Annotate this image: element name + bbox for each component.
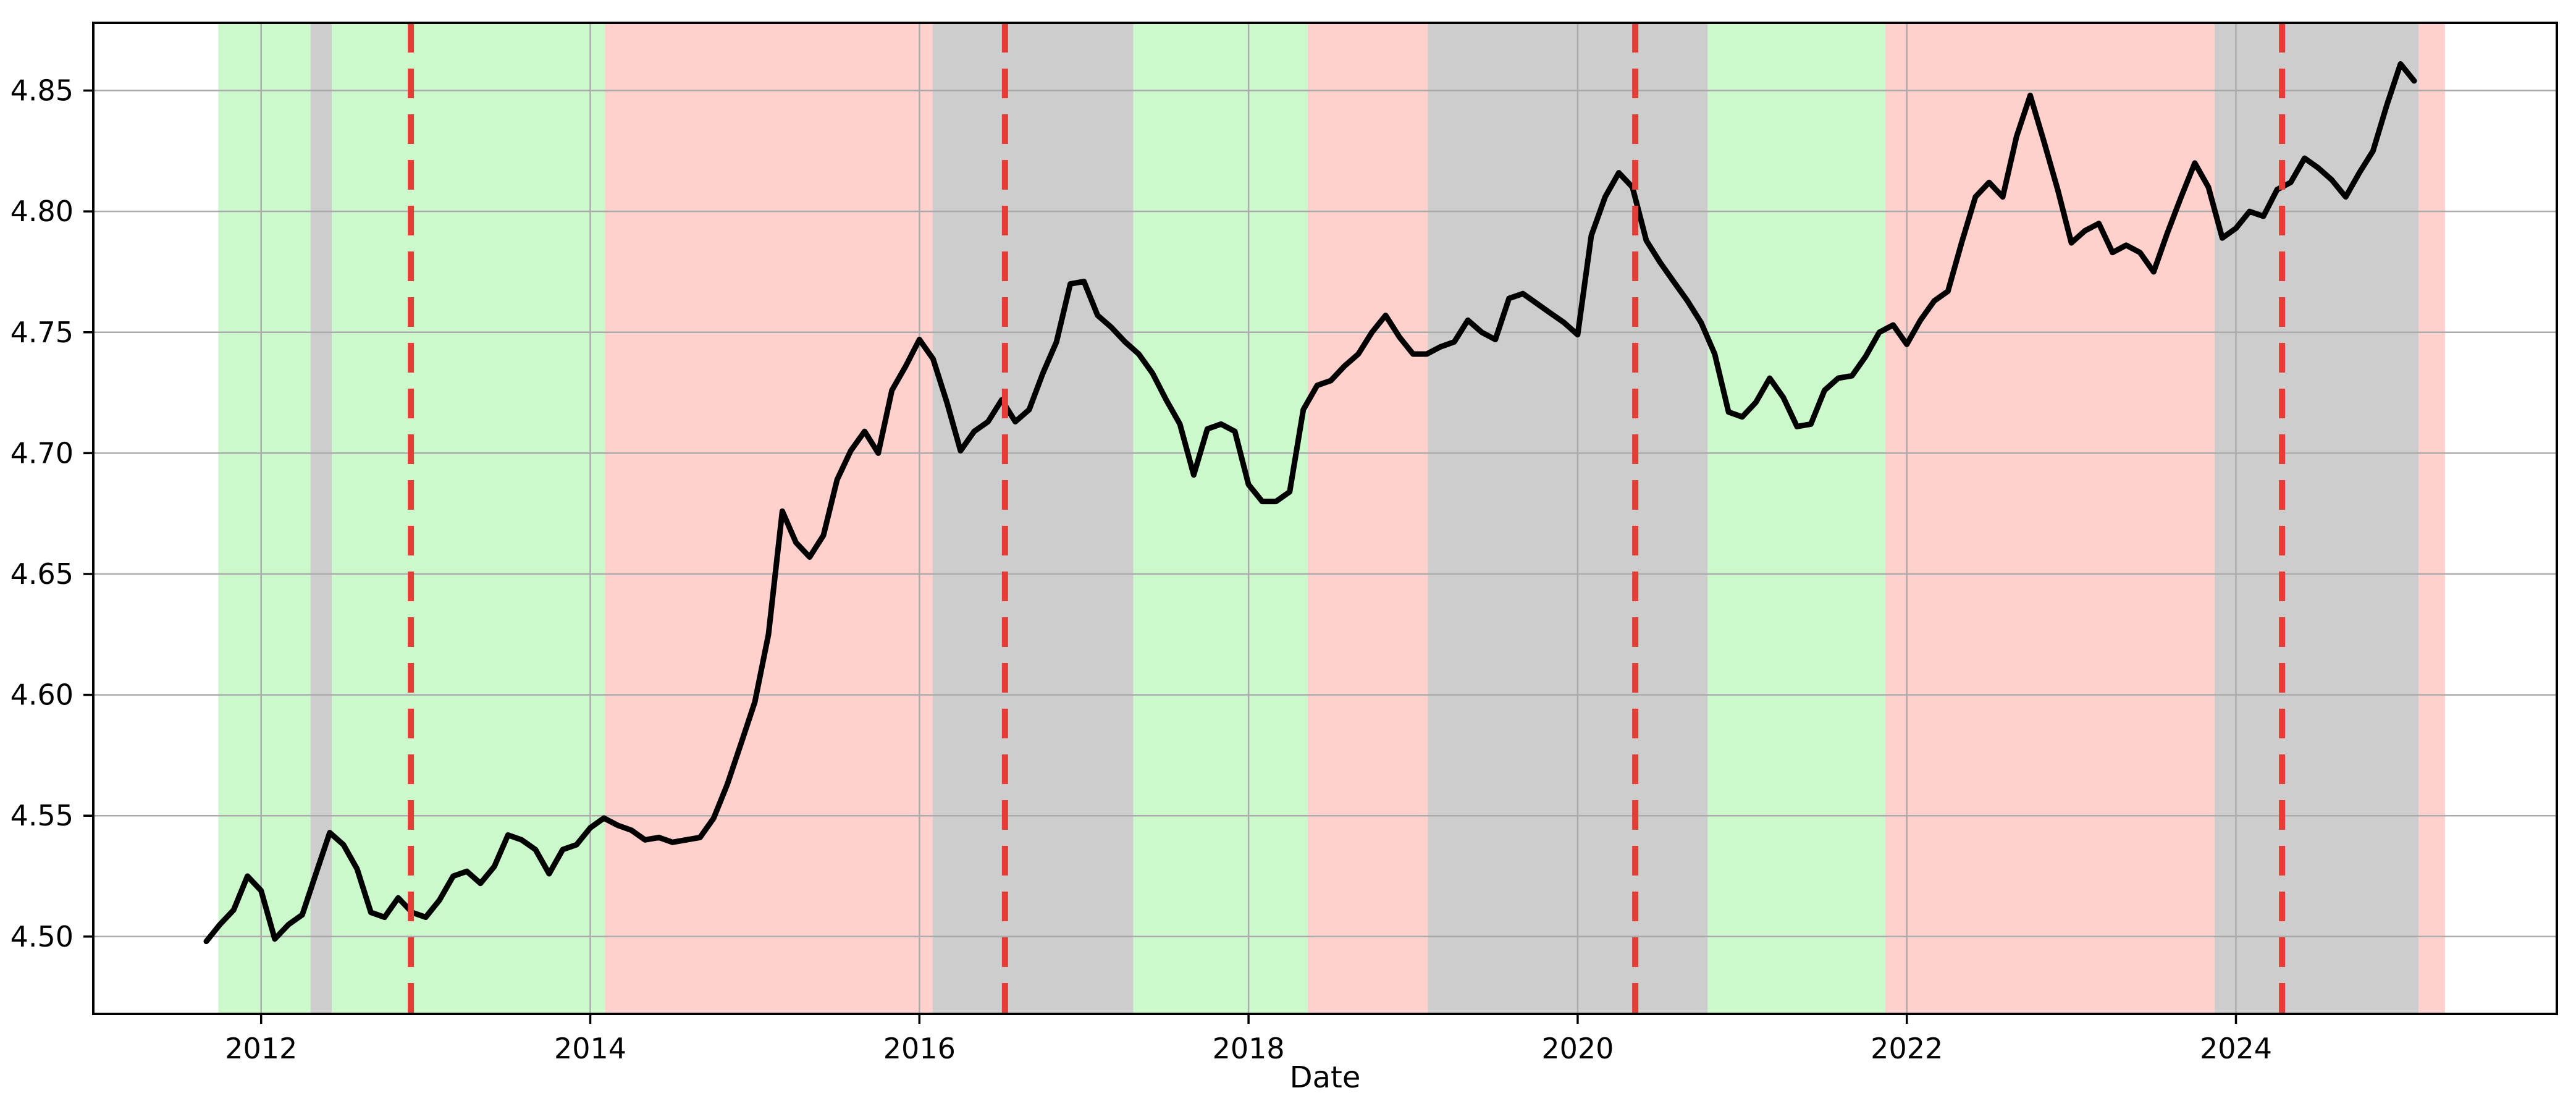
regime-band-gray <box>2214 23 2419 1014</box>
x-tick-label: 2018 <box>1213 1032 1285 1065</box>
y-tick-label: 4.70 <box>11 436 74 470</box>
regime-band-red <box>1308 23 1428 1014</box>
series-line-value <box>203 61 2417 945</box>
x-tick-label: 2020 <box>1541 1032 1614 1065</box>
y-tick-label: 4.50 <box>11 920 74 953</box>
x-tick-label: 2024 <box>2200 1032 2272 1065</box>
y-tick-label: 4.80 <box>11 195 74 228</box>
y-tick-label: 4.55 <box>11 799 74 832</box>
gridlines-layer <box>93 23 2557 1014</box>
regime-band-gray <box>932 23 1134 1014</box>
regime-band-gray <box>1428 23 1708 1014</box>
event-vlines-layer <box>408 23 2286 1014</box>
y-tick-label: 4.85 <box>11 74 74 108</box>
x-axis-title: Date <box>1289 1060 1361 1093</box>
regime-band-red <box>2418 23 2445 1014</box>
regime-band-green <box>218 23 311 1014</box>
plot-spines <box>92 22 2558 1015</box>
regime-bands-layer <box>218 23 2445 1014</box>
y-tick-label: 4.60 <box>11 678 74 712</box>
y-tick-label: 4.65 <box>11 557 74 591</box>
x-tick-label: 2014 <box>554 1032 626 1065</box>
regime-band-green <box>332 23 605 1014</box>
regime-band-green <box>1133 23 1308 1014</box>
regime-band-gray <box>310 23 332 1014</box>
x-tick-label: 2016 <box>883 1032 956 1065</box>
x-tick-label: 2022 <box>1871 1032 1943 1065</box>
regime-band-red <box>605 23 933 1014</box>
regime-band-red <box>1885 23 2215 1014</box>
x-tick-label: 2012 <box>225 1032 297 1065</box>
y-tick-label: 4.75 <box>11 316 74 349</box>
ticks-layer: 2012 2014 2016 2018 2020 2022 2024 4.50 4.55 4.60… <box>11 74 2272 1065</box>
regime-band-green <box>1707 23 1886 1014</box>
